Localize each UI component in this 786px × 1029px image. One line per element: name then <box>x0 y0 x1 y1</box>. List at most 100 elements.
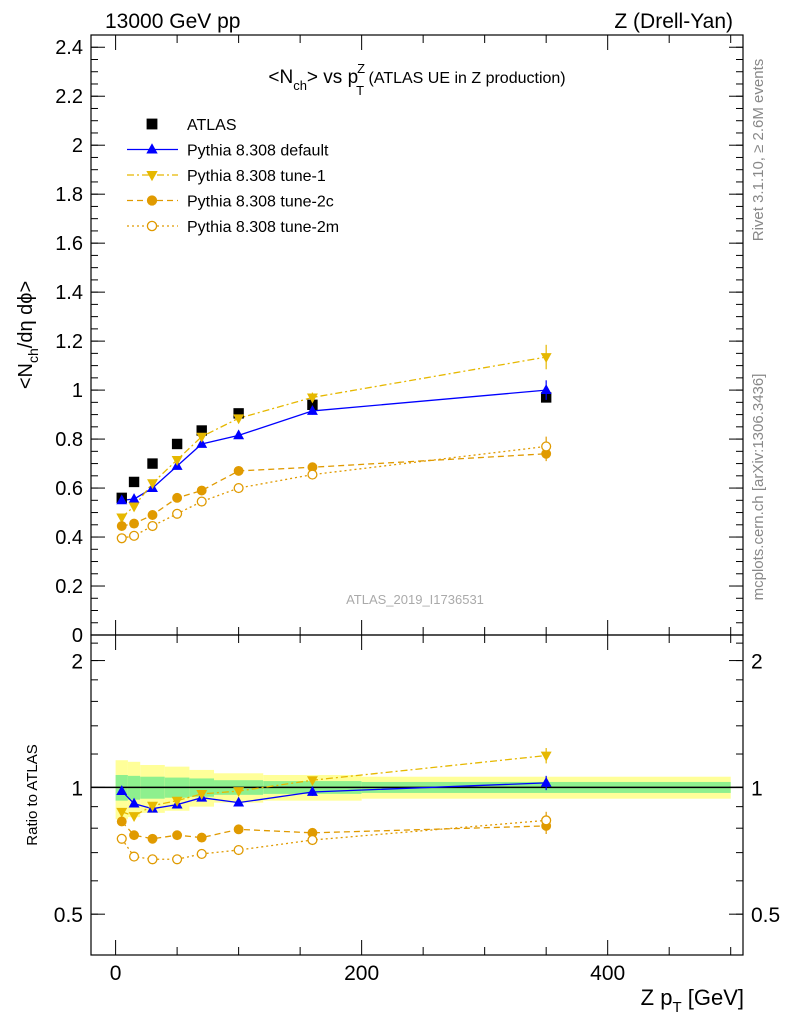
main-y-tick-label: 2.2 <box>55 86 83 108</box>
main-ylabel: <Nch/dη dϕ> <box>15 281 41 389</box>
svg-text:<Nch/dη dϕ>: <Nch/dη dϕ> <box>15 281 41 389</box>
ratio-y-tick-label: 1 <box>71 777 83 800</box>
ratio-point-pythia-8-308-tune-2m <box>147 854 158 865</box>
main-point-atlas <box>196 425 207 436</box>
legend-label-pythia-8-308-tune-2c: Pythia 8.308 tune-2c <box>187 194 334 211</box>
main-point-pythia-8-308-tune-2c <box>196 485 207 496</box>
main-point-pythia-8-308-tune-2c <box>172 492 183 503</box>
main-point-pythia-8-308-default <box>116 494 128 505</box>
main-point-pythia-8-308-tune-1 <box>233 414 245 425</box>
main-point-pythia-8-308-default <box>540 384 552 395</box>
header-energy: 13000 GeV pp <box>105 10 240 33</box>
rivet-version-label: Rivet 3.1.10, ≥ 2.6M events <box>750 59 767 242</box>
main-point-pythia-8-308-tune-1 <box>147 479 158 490</box>
main-point-pythia-8-308-default <box>128 493 140 503</box>
main-point-pythia-8-308-tune-2c <box>307 462 318 473</box>
ratio-y-tick-label: 2 <box>71 651 83 674</box>
main-point-pythia-8-308-tune-2m <box>172 508 183 519</box>
ratio-ylabel: Ratio to ATLAS <box>24 744 41 845</box>
main-point-pythia-8-308-tune-2m <box>541 441 552 452</box>
main-point-pythia-8-308-tune-2m <box>196 496 207 507</box>
x-tick-label: 400 <box>590 962 625 985</box>
ratio-panel: 0.5 0.5 1 1 2 2 0 200 400 Ratio to ATLAS Z pT [G… <box>24 634 780 1016</box>
main-point-atlas <box>128 476 140 488</box>
main-point-pythia-8-308-tune-2m <box>233 482 244 494</box>
ratio-y-tick-label-right: 0.5 <box>751 904 780 927</box>
ratio-point-pythia-8-308-default <box>128 797 140 808</box>
main-panel: 0 0.2 0.4 0.6 0.8 1 1.2 1.4 1.6 1.8 2 2.2 2.4 <Nch> … <box>15 34 744 647</box>
ratio-point-pythia-8-308-tune-2c <box>307 827 318 838</box>
main-point-pythia-8-308-tune-2m <box>307 469 318 480</box>
legend-marker-pythia-8-308-tune-2c <box>146 195 158 206</box>
ratio-y-tick-label-right: 2 <box>751 651 763 674</box>
legend-label-pythia-8-308-tune-2m: Pythia 8.308 tune-2m <box>187 219 339 236</box>
ratio-point-pythia-8-308-tune-2m <box>307 834 318 846</box>
x-tick-label: 200 <box>344 962 379 985</box>
mcplots-source-label: mcplots.cern.ch [arXiv:1306.3436] <box>750 374 767 601</box>
main-y-tick-label: 1.2 <box>55 331 83 353</box>
main-point-pythia-8-308-default <box>306 404 318 415</box>
legend-label-atlas: ATLAS <box>187 117 237 134</box>
ratio-point-pythia-8-308-default <box>116 785 128 795</box>
main-point-pythia-8-308-tune-1 <box>540 353 552 364</box>
ratio-point-pythia-8-308-tune-2c <box>196 832 207 843</box>
main-line-pythia-8-308-default <box>121 389 547 501</box>
main-y-tick-label: 0.4 <box>55 527 83 549</box>
legend-marker-atlas <box>146 118 158 130</box>
main-point-atlas <box>171 438 183 450</box>
header-process: Z (Drell-Yan) <box>614 10 733 33</box>
x-axis-label: Z pT [GeV] <box>641 985 744 1016</box>
ratio-point-pythia-8-308-tune-2c <box>129 830 139 841</box>
ratio-point-pythia-8-308-tune-1 <box>233 787 245 798</box>
main-y-tick-label: 0 <box>72 625 83 647</box>
main-point-pythia-8-308-tune-2m <box>116 533 127 544</box>
legend-marker-pythia-8-308-tune-2m <box>146 220 158 232</box>
main-point-pythia-8-308-tune-2m <box>128 530 140 541</box>
main-point-pythia-8-308-tune-1 <box>196 432 208 443</box>
main-y-tick-label: 0.6 <box>55 478 83 500</box>
main-point-pythia-8-308-tune-2c <box>116 521 127 531</box>
legend-label-pythia-8-308-default: Pythia 8.308 default <box>187 143 329 160</box>
ratio-point-pythia-8-308-tune-2c <box>172 830 183 841</box>
main-point-pythia-8-308-tune-1 <box>128 502 140 513</box>
main-point-pythia-8-308-tune-1 <box>116 513 128 524</box>
x-tick-label: 0 <box>110 962 122 985</box>
main-y-tick-label: 1.4 <box>55 282 83 304</box>
ratio-point-pythia-8-308-tune-1 <box>128 812 140 823</box>
legend-marker-pythia-8-308-tune-1 <box>146 170 158 182</box>
main-point-pythia-8-308-tune-1 <box>306 393 318 404</box>
main-point-pythia-8-308-tune-2c <box>129 518 139 529</box>
main-point-pythia-8-308-tune-2c <box>147 510 158 520</box>
legend-label-pythia-8-308-tune-1: Pythia 8.308 tune-1 <box>187 168 326 185</box>
ratio-point-pythia-8-308-tune-2m <box>128 851 140 862</box>
ratio-point-pythia-8-308-tune-2m <box>233 844 244 856</box>
main-point-pythia-8-308-default <box>196 437 208 448</box>
legend-marker-pythia-8-308-default <box>146 143 158 154</box>
ratio-frame <box>90 634 744 956</box>
ratio-point-pythia-8-308-tune-1 <box>306 776 318 787</box>
main-point-atlas <box>233 408 244 419</box>
main-y-tick-label: 1.8 <box>55 184 83 206</box>
chart-title: <Nch> vs pZ T (ATLAS UE in Z production) <box>268 61 565 98</box>
ratio-point-pythia-8-308-tune-1 <box>147 801 158 812</box>
ratio-point-pythia-8-308-tune-2m <box>196 848 207 860</box>
analysis-watermark: ATLAS_2019_I1736531 <box>346 592 484 607</box>
ratio-point-pythia-8-308-tune-1 <box>196 789 208 800</box>
main-y-tick-label: 1 <box>72 380 83 402</box>
ratio-y-tick-label: 0.5 <box>54 904 83 927</box>
main-point-atlas <box>147 458 158 469</box>
ratio-point-pythia-8-308-tune-2m <box>116 833 127 844</box>
main-y-tick-label: 2 <box>72 135 83 157</box>
ratio-point-pythia-8-308-default <box>306 786 318 796</box>
main-y-tick-label: 0.8 <box>55 429 83 451</box>
ratio-point-pythia-8-308-tune-1 <box>171 796 183 807</box>
main-y-tick-label: 0.2 <box>55 576 83 598</box>
ratio-y-tick-label-right: 1 <box>751 777 763 800</box>
main-point-pythia-8-308-tune-1 <box>171 455 183 466</box>
main-point-pythia-8-308-tune-2m <box>147 520 158 532</box>
main-y-tick-label: 1.6 <box>55 233 83 255</box>
ratio-point-pythia-8-308-tune-2m <box>541 815 552 826</box>
legend: ATLAS Pythia 8.308 default Pythia 8.308 tu… <box>127 117 339 236</box>
